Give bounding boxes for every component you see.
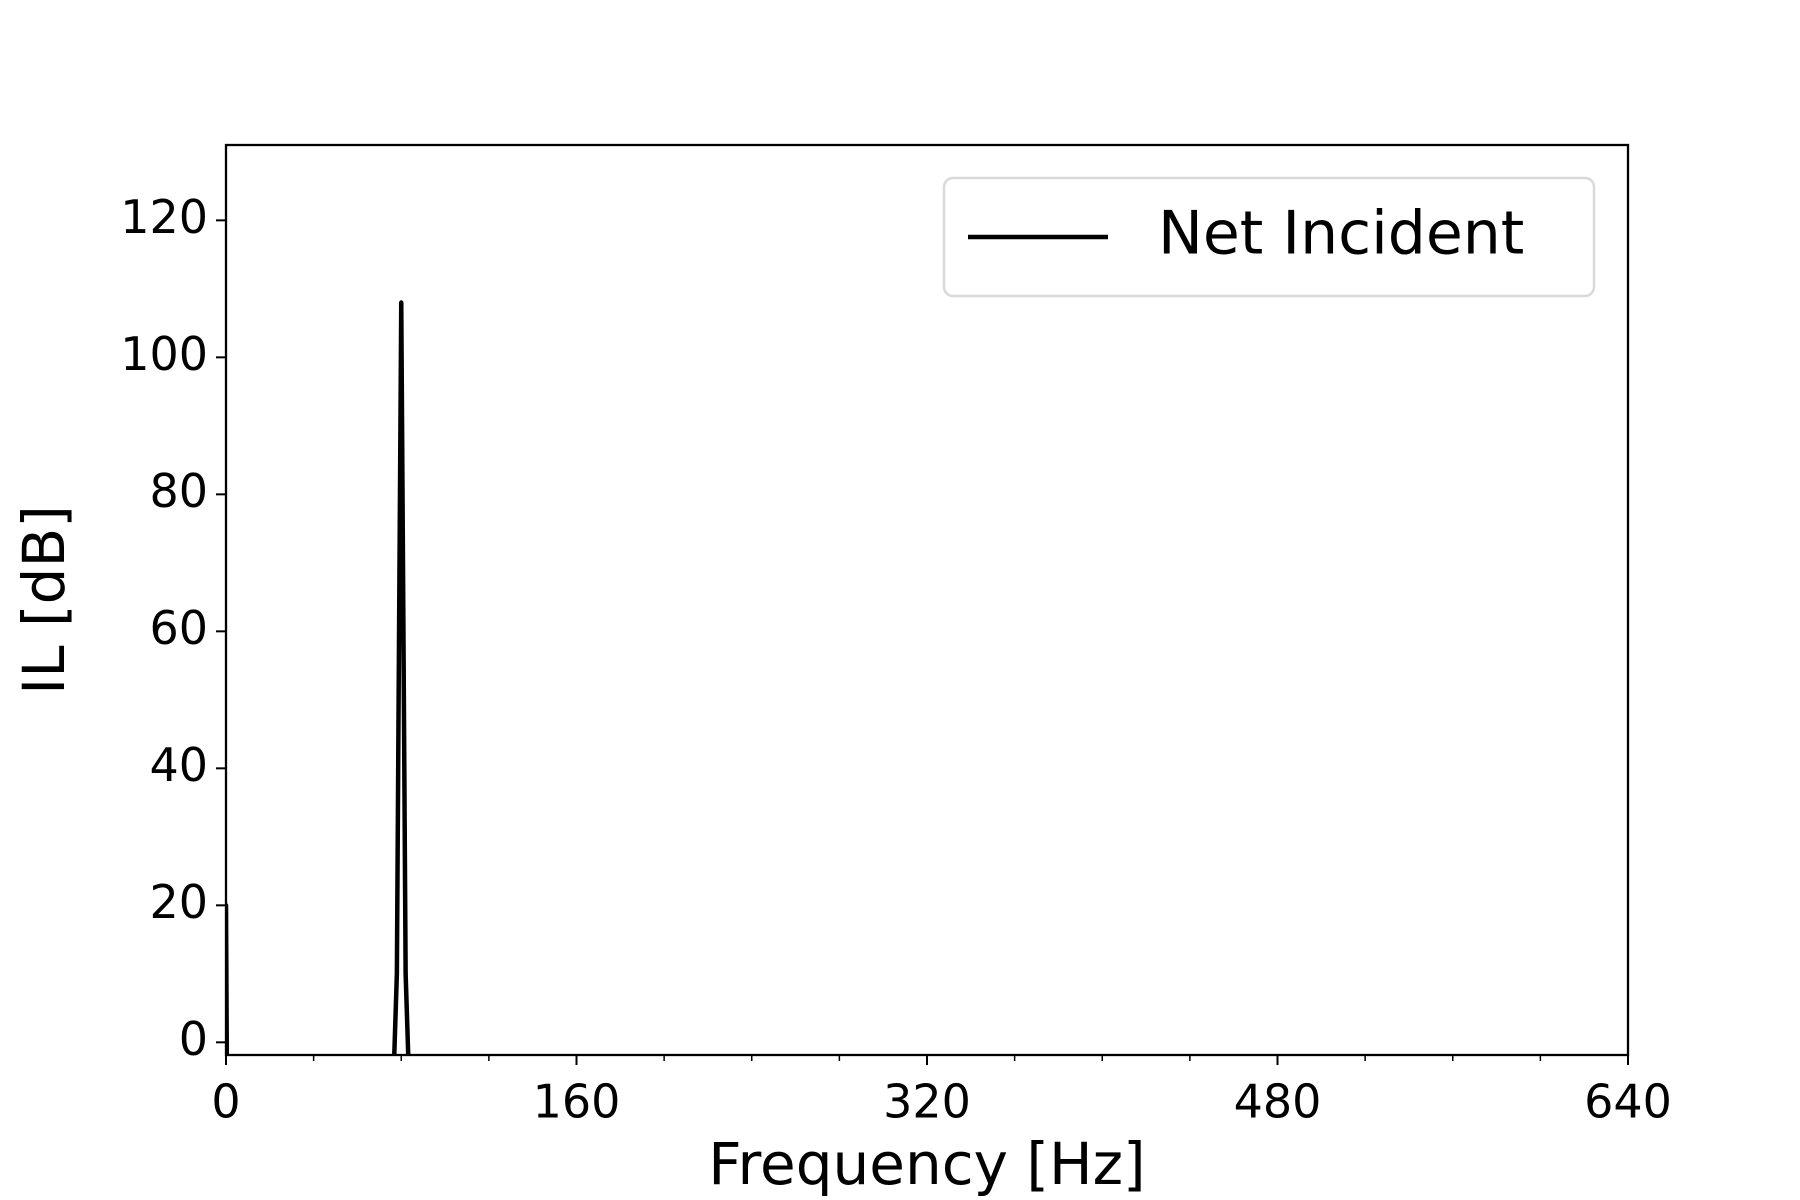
x-tick-label: 640 — [1584, 1075, 1672, 1129]
y-tick-label: 20 — [149, 875, 208, 929]
x-tick-label: 320 — [883, 1075, 971, 1129]
y-tick-label: 60 — [149, 601, 208, 655]
y-tick-label: 100 — [120, 327, 208, 381]
plot-frame — [224, 143, 1630, 1057]
x-axis-label: Frequency [Hz] — [708, 1130, 1145, 1198]
y-tick-label: 80 — [149, 464, 208, 518]
plot-area — [226, 300, 411, 1055]
y-axis-label: IL [dB] — [10, 505, 78, 695]
legend-label: Net Incident — [1158, 199, 1524, 269]
x-tick-label: 160 — [533, 1075, 621, 1129]
y-tick-label: 120 — [120, 190, 208, 244]
x-tick-label: 480 — [1234, 1075, 1322, 1129]
data-line — [226, 300, 411, 1055]
legend-box — [942, 176, 1596, 298]
y-tick-label: 40 — [149, 738, 208, 792]
y-tick-label: 0 — [179, 1012, 208, 1066]
x-tick-label: 0 — [211, 1075, 240, 1129]
